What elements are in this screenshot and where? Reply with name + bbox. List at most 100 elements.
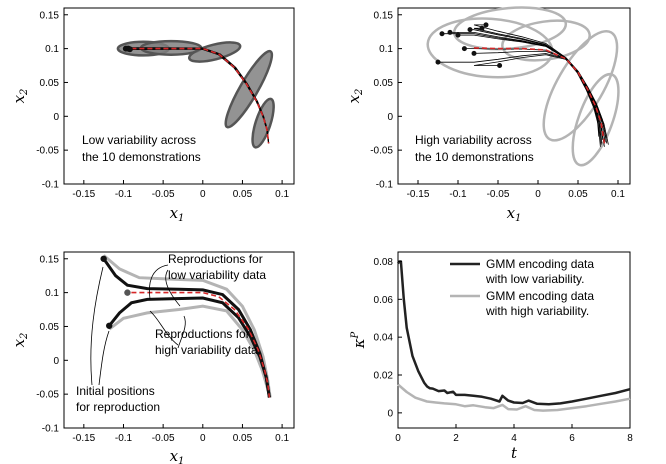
annotation-init-line-2: for reproduction: [76, 400, 160, 414]
axis-ticks: -0.15 -0.1 -0.05 0 0.05 0.1 0.15 0.1 0.05 0 -0.05 -…: [36, 254, 289, 444]
x-axis-label: x1: [170, 447, 185, 464]
y-tick-label: 0.1: [45, 288, 59, 299]
y-tick-label: 0.1: [45, 44, 59, 55]
legend-label-low-1: GMM encoding data: [486, 257, 594, 271]
y-tick-label: 0: [387, 112, 393, 123]
annotation-low-line-2: low variability data: [168, 268, 266, 282]
y-tick-label: 0.15: [374, 10, 394, 21]
y-axis-label: κP: [350, 331, 368, 349]
y-axis-label-subscript: 2: [19, 333, 30, 340]
x-tick-label: -0.1: [115, 189, 133, 200]
initial-points: [100, 255, 131, 329]
y-tick-label: -0.05: [370, 146, 393, 157]
y-tick-label: 0.05: [374, 78, 394, 89]
x-tick-label: -0.1: [449, 189, 467, 200]
y-axis-label-subscript: 2: [19, 89, 30, 96]
y-axis-label-subscript: 2: [354, 89, 365, 96]
y-tick-label: -0.05: [36, 390, 59, 401]
mean-line: [473, 47, 606, 144]
start-point: [455, 32, 461, 38]
legend-label-high-1: GMM encoding data: [486, 289, 594, 303]
reproduction-high-variability: [102, 254, 272, 398]
gmm-ellipse: [571, 72, 620, 167]
y-axis-label-superscript: P: [350, 331, 361, 339]
start-point: [471, 50, 477, 56]
axis-ticks: -0.15 -0.1 -0.05 0 0.05 0.1 0.15 0.1 0.05 0 -0.05 -…: [370, 10, 625, 200]
legend-label-low-2: with low variability.: [485, 272, 584, 286]
y-tick-label: 0.05: [40, 322, 60, 333]
y-tick-label: -0.1: [42, 180, 60, 191]
x-tick-label: -0.1: [115, 433, 133, 444]
initial-point: [100, 255, 107, 262]
x-tick-label: 0.1: [611, 189, 625, 200]
initial-point: [106, 322, 113, 329]
mean-start-point: [124, 289, 131, 296]
start-point: [479, 25, 485, 31]
start-point: [447, 29, 453, 35]
annotation-leader: [98, 330, 110, 386]
x-tick-label: 0: [200, 189, 206, 200]
gmm-ellipse: [452, 6, 568, 51]
y-tick-label: -0.1: [42, 424, 60, 435]
series-lines: [396, 260, 631, 412]
x-axis-label: t: [511, 444, 518, 462]
annotation-leader: [165, 269, 181, 307]
series-low-variability: [396, 260, 631, 406]
annotation-high-line-1: Reproductions for: [155, 327, 250, 341]
start-point: [467, 27, 473, 33]
x-axis-label: x1: [507, 204, 522, 224]
x-tick-label: 2: [453, 433, 459, 444]
x-axis-label-subscript: 1: [178, 456, 184, 464]
panel-bottom-right: GMM encoding data with low variability. …: [350, 251, 634, 462]
annotation-line-1: Low variability across: [82, 133, 196, 147]
start-point: [126, 46, 133, 53]
annotation-leader: [177, 315, 186, 349]
x-tick-label: 0.05: [568, 189, 588, 200]
reproduction-high-variability: [108, 304, 272, 398]
y-tick-label: 0.02: [374, 371, 394, 382]
annotation-line-2: the 10 demonstrations: [82, 150, 201, 164]
x-tick-label: 0.05: [233, 189, 253, 200]
start-point: [439, 31, 445, 37]
legend: GMM encoding data with low variability. …: [450, 257, 594, 318]
annotation-leader: [149, 310, 179, 346]
y-axis-label: x2: [10, 89, 30, 104]
y-axis-label: x2: [345, 89, 365, 104]
x-tick-label: 0: [535, 189, 541, 200]
start-point: [483, 22, 489, 28]
y-tick-label: -0.05: [36, 146, 59, 157]
x-tick-label: -0.05: [152, 189, 175, 200]
demonstration-line: [473, 54, 602, 145]
x-tick-label: -0.05: [487, 189, 510, 200]
annotation-high-line-2: high variability data: [155, 343, 258, 357]
legend-label-high-2: with high variability.: [485, 304, 589, 318]
x-tick-label: 8: [627, 433, 633, 444]
axis-ticks: -0.15 -0.1 -0.05 0 0.05 0.1 0.15 0.1 0.05 0 -0.05 -…: [36, 10, 289, 200]
y-tick-label: 0: [387, 408, 393, 419]
annotation-leader: [149, 264, 169, 300]
y-tick-label: 0.04: [374, 333, 394, 344]
y-tick-label: 0.06: [374, 295, 394, 306]
gmm-ellipses: [426, 6, 620, 167]
x-tick-label: -0.15: [407, 189, 430, 200]
mean-trajectory: [131, 291, 271, 398]
annotation-leader-lines: [90, 264, 186, 386]
reproduction-low-variability: [108, 296, 271, 398]
y-axis-label: x2: [10, 333, 30, 348]
gmm-ellipse: [542, 29, 619, 142]
panel-top-right: -0.15 -0.1 -0.05 0 0.05 0.1 0.15 0.1 0.05 0 -0.05 -…: [345, 6, 631, 224]
y-tick-label: 0: [53, 356, 59, 367]
axis-ticks: 0 2 4 6 8 0.08 0.06 0.04 0.02 0: [374, 257, 634, 444]
y-tick-label: 0.15: [40, 254, 60, 265]
y-tick-label: 0.1: [379, 44, 393, 55]
start-point: [497, 63, 503, 69]
x-tick-label: 0: [200, 433, 206, 444]
annotation-leader: [90, 266, 104, 386]
series-high-variability: [397, 383, 631, 412]
start-point: [461, 46, 467, 52]
annotation-line-2: the 10 demonstrations: [415, 150, 534, 164]
x-tick-label: -0.05: [152, 433, 175, 444]
y-tick-label: 0.05: [40, 78, 60, 89]
panel-top-left: -0.15 -0.1 -0.05 0 0.05 0.1 0.15 0.1 0.05 0 -0.05 -…: [10, 7, 295, 224]
gmm-ellipse: [426, 17, 554, 79]
